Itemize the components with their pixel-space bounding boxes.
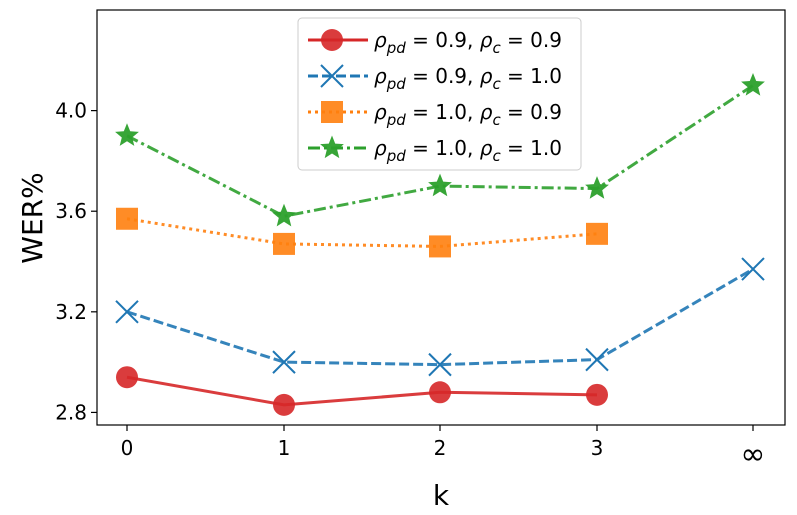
legend-marker xyxy=(321,101,343,123)
series-line xyxy=(126,84,754,218)
y-axis-label: WER% xyxy=(16,172,49,263)
series-4 xyxy=(115,73,765,227)
data-point xyxy=(116,207,138,230)
data-point xyxy=(116,366,138,389)
y-axis-ticks: 2.8 3.2 3.6 4.0 xyxy=(55,99,97,424)
legend-entry: ρpd = 1.0, ρc = 1.0 xyxy=(374,136,562,165)
series-1 xyxy=(116,366,608,416)
series-2 xyxy=(115,257,765,377)
x-tick-label: 0 xyxy=(121,436,134,460)
data-point xyxy=(272,203,296,227)
y-tick-label: 3.2 xyxy=(55,300,87,324)
data-point xyxy=(429,235,451,258)
series-line xyxy=(126,267,754,367)
y-tick-label: 3.6 xyxy=(55,199,87,223)
legend-marker xyxy=(321,29,343,51)
series-3 xyxy=(116,207,608,258)
x-axis-label: k xyxy=(433,479,450,512)
y-tick-label: 4.0 xyxy=(55,99,87,123)
legend-marker xyxy=(320,135,344,159)
x-tick-label: 3 xyxy=(591,436,604,460)
x-tick-label: ∞ xyxy=(741,437,766,472)
data-point xyxy=(115,123,139,146)
data-point xyxy=(273,393,295,416)
data-point xyxy=(586,383,608,406)
legend-entry: ρpd = 0.9, ρc = 1.0 xyxy=(374,64,562,93)
legend-entry: ρpd = 1.0, ρc = 0.9 xyxy=(374,100,562,129)
data-point xyxy=(585,176,609,199)
legend-entry: ρpd = 0.9, ρc = 0.9 xyxy=(374,28,562,57)
data-point xyxy=(428,173,452,197)
data-point xyxy=(585,347,609,372)
data-point xyxy=(429,381,451,404)
x-tick-label: 2 xyxy=(434,436,447,460)
series-line xyxy=(126,217,598,248)
series-line xyxy=(126,375,598,407)
data-point xyxy=(741,257,765,281)
x-tick-label: 1 xyxy=(278,436,291,460)
data-point xyxy=(115,300,139,324)
data-point xyxy=(272,350,296,374)
x-axis-ticks: 0 1 2 3 ∞ xyxy=(121,425,766,472)
data-point xyxy=(273,232,295,255)
legend-frame xyxy=(297,17,582,171)
series-layer xyxy=(115,73,765,416)
data-point xyxy=(428,352,452,377)
legend-marker xyxy=(320,64,344,88)
y-tick-label: 2.8 xyxy=(55,400,87,424)
data-point xyxy=(586,222,608,245)
data-point xyxy=(741,73,765,96)
legend: ρpd = 0.9, ρc = 0.9 ρpd = 0.9, ρc = 1.0 ρp… xyxy=(297,17,582,171)
